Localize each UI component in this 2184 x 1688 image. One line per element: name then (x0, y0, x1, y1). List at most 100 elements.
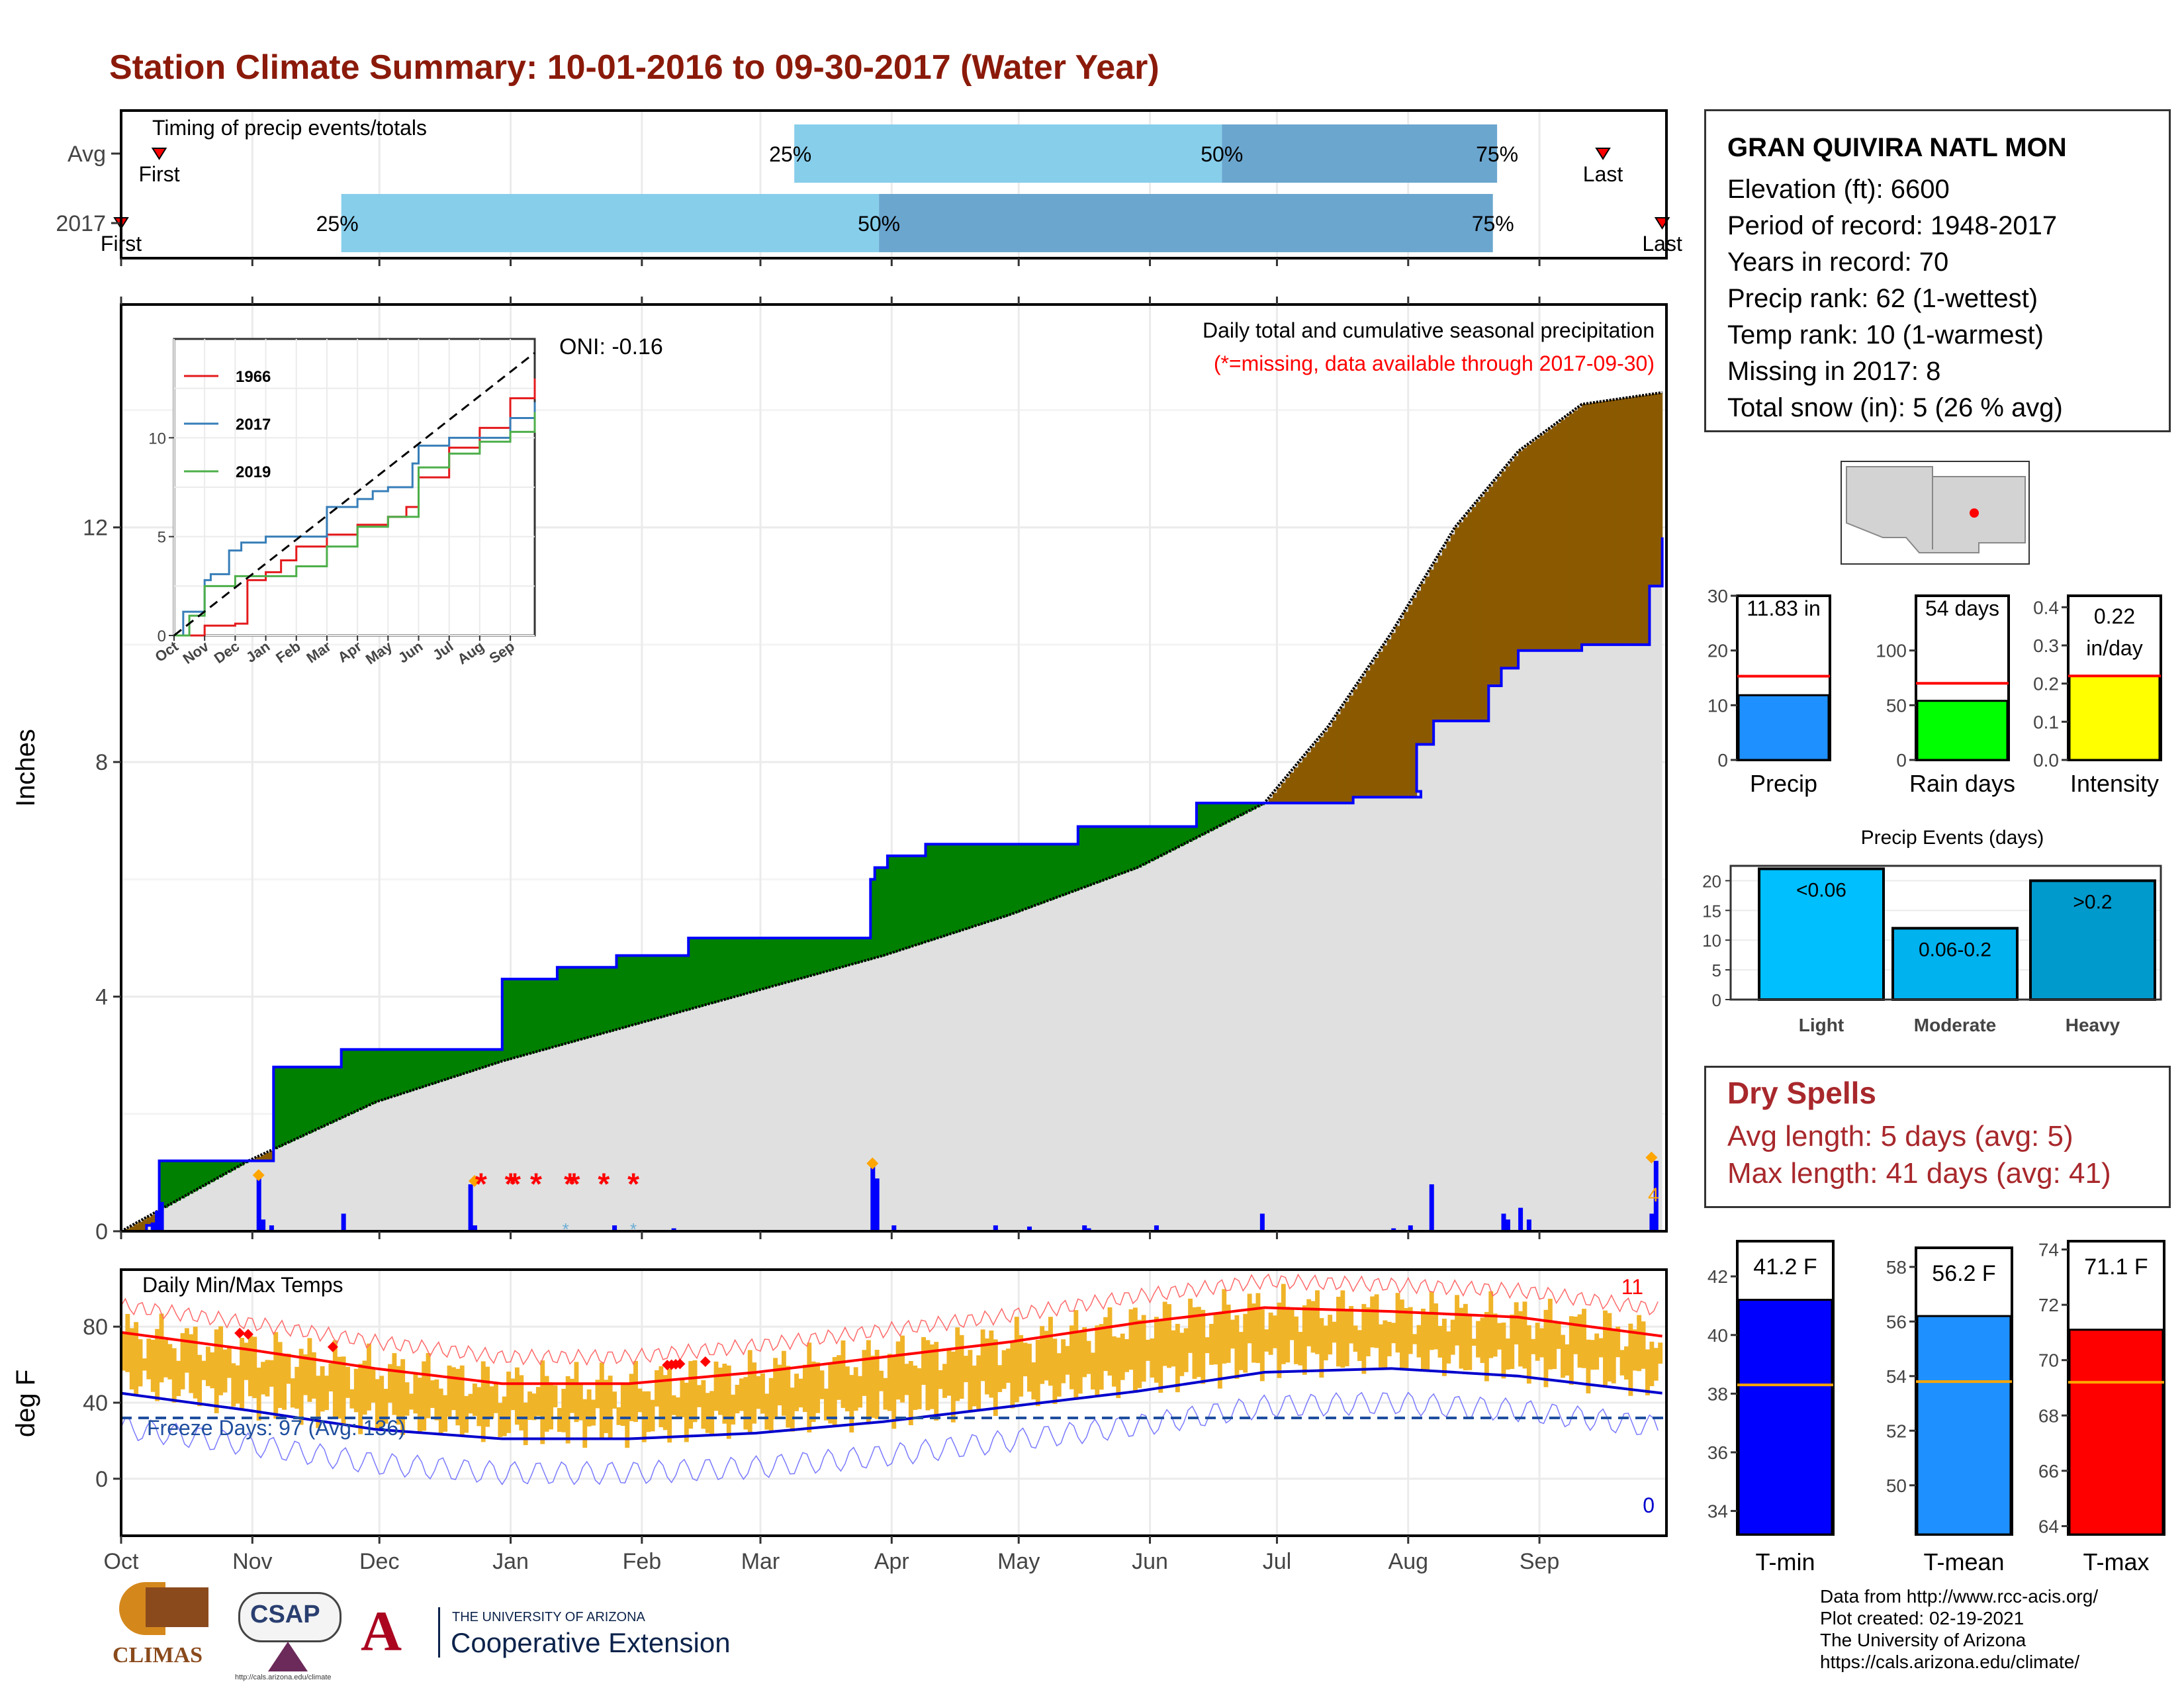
temp-summary-ytick-label: 72 (2038, 1295, 2059, 1315)
above-normal-fill (1137, 826, 1142, 868)
daily-temp-bar (286, 1353, 291, 1384)
precip-events-category: Light (1799, 1015, 1844, 1035)
above-normal-fill (735, 937, 740, 997)
daily-temp-bar (697, 1385, 702, 1407)
above-normal-fill (832, 937, 837, 970)
temp-summary-ytick-label: 56 (1886, 1311, 1907, 1332)
daily-temp-bar (676, 1397, 680, 1418)
daily-temp-bar (129, 1328, 134, 1389)
above-normal-fill (1209, 803, 1214, 831)
daily-temp-bar (1391, 1323, 1396, 1344)
big-event-marker (252, 1169, 265, 1182)
below-normal-fill (1539, 435, 1545, 651)
daily-temp-bar (684, 1382, 689, 1442)
daily-temp-bar (1238, 1332, 1244, 1370)
daily-temp-bar (844, 1366, 850, 1412)
above-normal-fill (434, 1049, 439, 1084)
daily-temp-bar (659, 1366, 664, 1428)
below-normal-fill (1561, 420, 1566, 651)
daily-temp-bar (1001, 1350, 1007, 1389)
below-normal-fill (1319, 737, 1324, 804)
daily-temp-bar (1040, 1326, 1045, 1384)
daily-temp-bar (968, 1350, 973, 1411)
below-normal-fill (1543, 432, 1549, 651)
daily-temp-bar (709, 1391, 715, 1434)
daily-temp-bar (1416, 1325, 1422, 1358)
daily-temp-bar (1383, 1320, 1388, 1368)
inset-line-2017 (174, 402, 536, 637)
below-normal-fill (1577, 407, 1582, 651)
above-normal-fill (938, 844, 943, 938)
above-normal-fill (616, 955, 621, 1030)
daily-temp-bar (1467, 1314, 1473, 1370)
timing-q50-label: 50% (1201, 142, 1243, 166)
daily-temp-bar (1404, 1308, 1409, 1369)
daily-temp-bar (925, 1340, 931, 1411)
daily-temp-bar (574, 1362, 579, 1423)
above-normal-fill (781, 937, 786, 984)
above-normal-fill (1251, 803, 1257, 810)
daily-temp-bar (1319, 1318, 1324, 1378)
daily-temp-bar (1645, 1349, 1650, 1395)
below-normal-fill (1637, 396, 1642, 645)
csap-url: http://cals.arizona.edu/climate (235, 1673, 332, 1681)
below-normal-fill (1273, 792, 1278, 804)
above-normal-fill (1116, 826, 1121, 876)
daily-temp-bar (430, 1380, 435, 1408)
above-normal-fill (388, 1049, 393, 1098)
above-normal-fill (841, 937, 846, 968)
above-normal-fill (210, 1160, 215, 1182)
above-normal-fill (633, 955, 639, 1025)
daily-temp-bar (1387, 1321, 1392, 1356)
climas-logo: CLIMAS (106, 1582, 218, 1681)
precip-yaxis-label: Inches (11, 729, 40, 807)
daily-temp-bar (616, 1407, 621, 1425)
daily-temp-bar (1476, 1321, 1481, 1358)
daily-temp-bar (1277, 1302, 1282, 1378)
above-normal-fill (1099, 826, 1104, 882)
daily-temp-bar (1632, 1329, 1637, 1371)
above-normal-fill (1162, 826, 1167, 855)
daily-temp-bar (586, 1389, 592, 1427)
temp-panel-label: Daily Min/Max Temps (142, 1273, 343, 1297)
summary-value-label: 11.83 in (1747, 596, 1821, 620)
below-normal-fill (1412, 598, 1418, 798)
above-normal-fill (1090, 826, 1095, 885)
station-years: Years in record: 70 (1727, 248, 1949, 277)
above-normal-fill (197, 1160, 203, 1190)
daily-temp-bar (823, 1388, 829, 1421)
below-normal-fill (129, 1226, 134, 1231)
above-normal-fill (176, 1160, 181, 1201)
above-normal-fill (353, 1049, 359, 1112)
daily-temp-bar (1539, 1328, 1544, 1358)
precip-events-bar-text: 0.06-0.2 (1919, 939, 1991, 961)
below-normal-fill (1594, 402, 1600, 645)
daily-temp-bar (1565, 1344, 1570, 1376)
daily-temp-bar (316, 1376, 321, 1429)
below-normal-fill (1514, 456, 1519, 669)
daily-temp-bar (1446, 1331, 1451, 1364)
daily-temp-bar (295, 1366, 300, 1409)
temp-summary-ytick-label: 58 (1886, 1257, 1907, 1278)
dry-spells-max: Max length: 41 days (avg: 41) (1727, 1157, 2111, 1190)
daily-temp-bar (328, 1363, 334, 1391)
below-normal-fill (261, 1154, 266, 1161)
above-normal-fill (608, 967, 613, 1032)
daily-temp-bar (959, 1335, 964, 1399)
above-normal-fill (477, 1049, 482, 1070)
below-normal-fill (1607, 400, 1612, 645)
above-normal-fill (917, 855, 922, 945)
below-normal-fill (1586, 403, 1591, 645)
above-normal-fill (163, 1160, 168, 1208)
above-normal-fill (358, 1049, 363, 1110)
month-label: Sep (1520, 1549, 1560, 1574)
daily-temp-bar (277, 1342, 283, 1408)
above-normal-fill (955, 844, 960, 933)
above-normal-fill (756, 937, 761, 991)
footer-plot-created: Plot created: 02-19-2021 (1820, 1608, 2025, 1628)
daily-temp-bar (320, 1366, 325, 1412)
daily-temp-bar (447, 1365, 452, 1417)
daily-temp-bar (1543, 1309, 1549, 1387)
above-normal-fill (874, 867, 880, 959)
below-normal-fill (1408, 604, 1413, 798)
